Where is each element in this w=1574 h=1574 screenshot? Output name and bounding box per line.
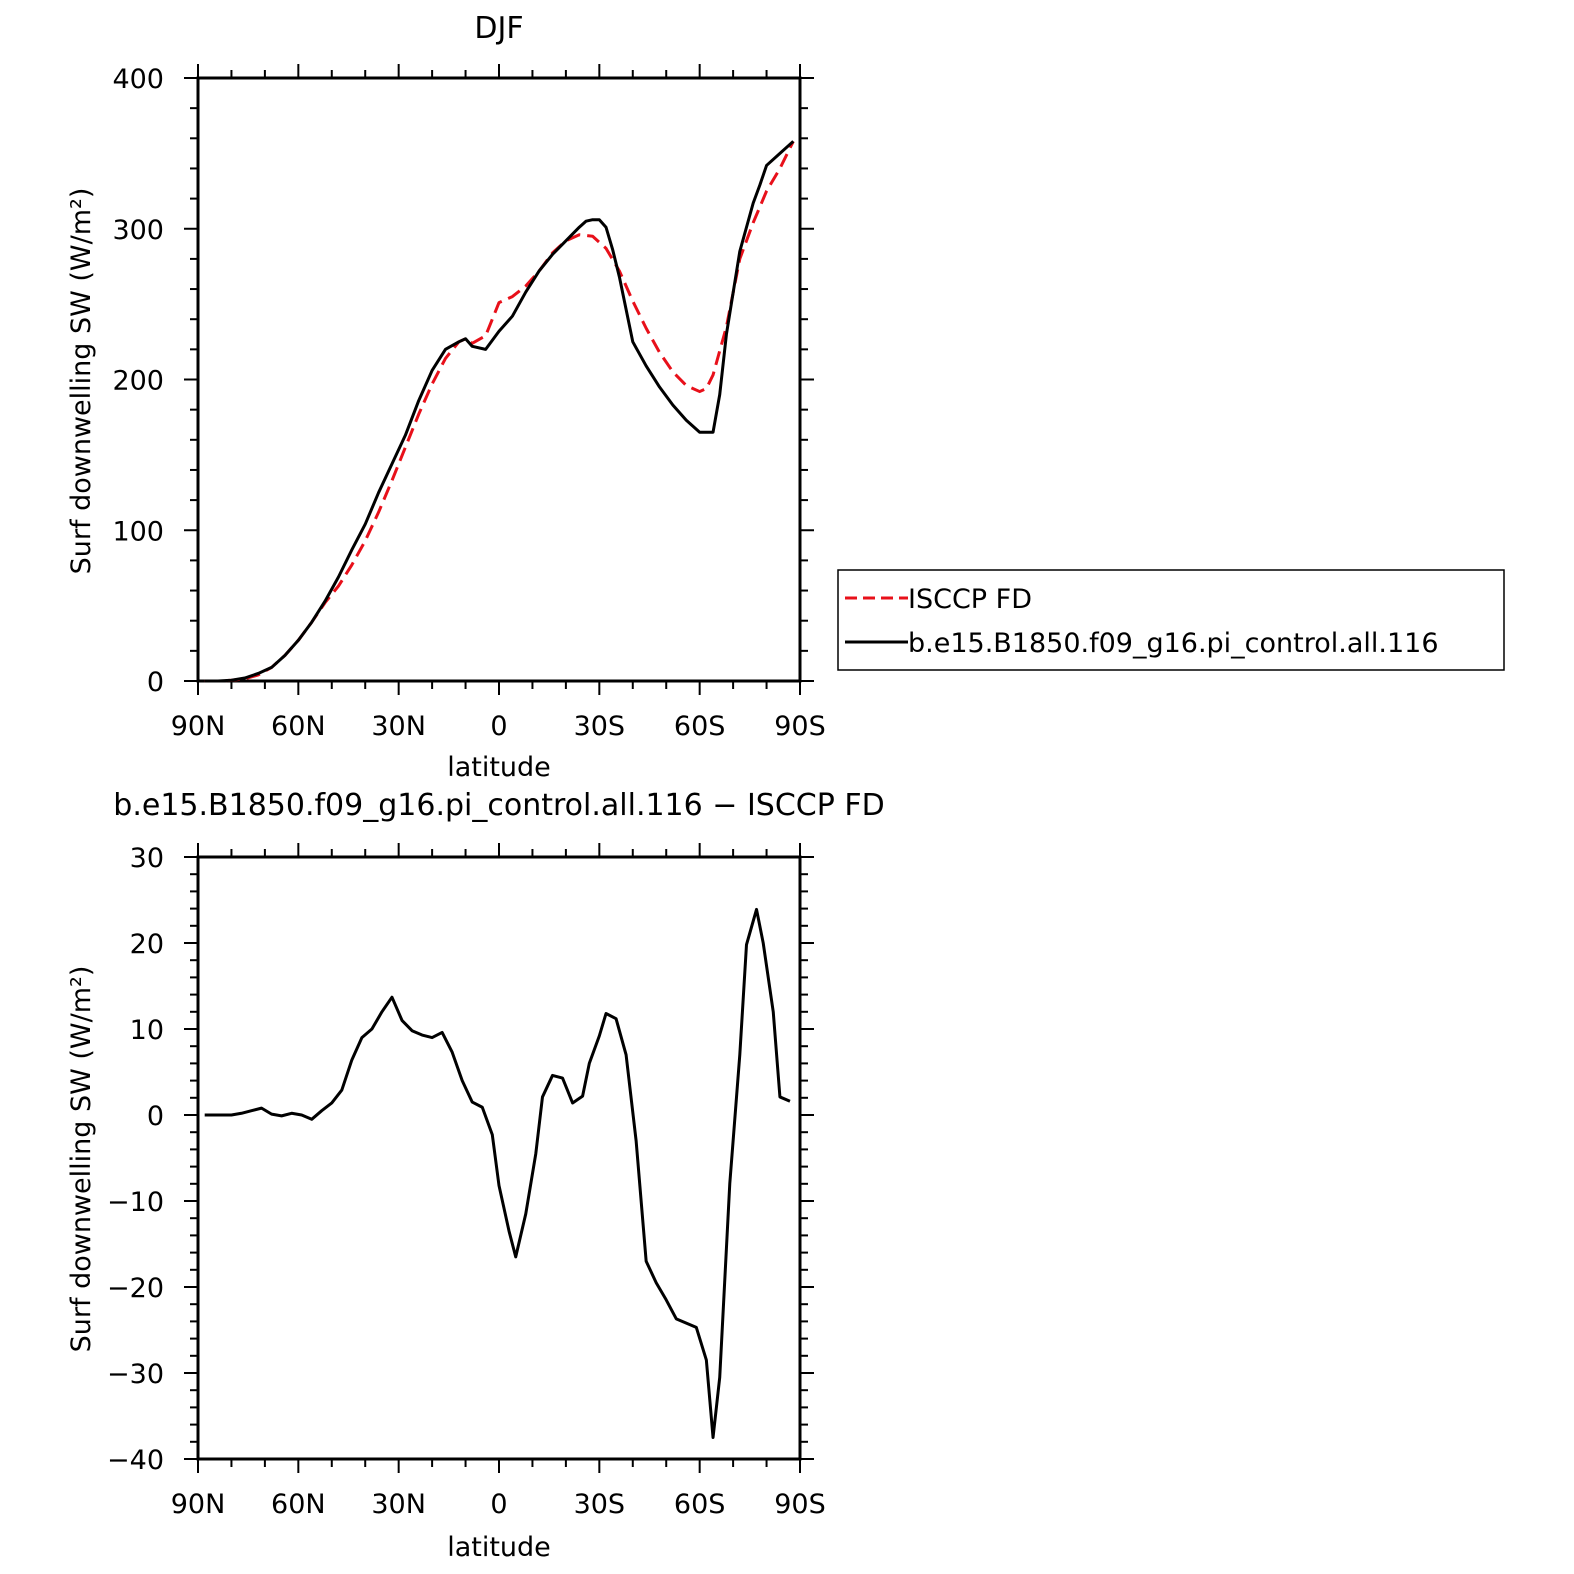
bottom-x-tick-label: 60S bbox=[674, 1489, 726, 1520]
bottom-y-tick-label: −20 bbox=[107, 1273, 164, 1304]
top-x-axis-label: latitude bbox=[447, 752, 551, 783]
top-axis-ticks bbox=[184, 64, 814, 695]
top-x-tick-label: 60S bbox=[674, 711, 726, 742]
top-y-tick-label: 200 bbox=[112, 366, 164, 397]
bottom-y-tick-label: −30 bbox=[107, 1359, 164, 1390]
legend-box bbox=[837, 569, 1505, 671]
top-x-tick-label: 60N bbox=[271, 711, 326, 742]
bottom-y-tick-label: −10 bbox=[107, 1187, 164, 1218]
bottom-series-line-0 bbox=[204, 907, 791, 1439]
bottom-y-tick-labels: −40 −30 −20 −10 0 10 20 30 bbox=[107, 843, 164, 1476]
bottom-y-tick-label: 30 bbox=[130, 843, 164, 874]
bottom-x-tick-label: 90N bbox=[171, 1489, 226, 1520]
bottom-y-tick-label: 20 bbox=[130, 929, 164, 960]
top-x-tick-label: 0 bbox=[490, 711, 507, 742]
top-x-tick-label: 30N bbox=[371, 711, 426, 742]
top-y-tick-label: 300 bbox=[112, 215, 164, 246]
top-y-tick-labels: 0 100 200 300 400 bbox=[112, 64, 164, 698]
top-y-axis-label: Surf downwelling SW (W/m²) bbox=[66, 188, 97, 575]
bottom-y-tick-label: 10 bbox=[130, 1015, 164, 1046]
bottom-x-tick-label: 0 bbox=[490, 1489, 507, 1520]
bottom-x-tick-label: 30N bbox=[371, 1489, 426, 1520]
legend-label-isccp: ISCCP FD bbox=[908, 584, 1032, 615]
bottom-y-axis-label: Surf downwelling SW (W/m²) bbox=[66, 966, 97, 1353]
top-x-tick-label: 90N bbox=[171, 711, 226, 742]
bottom-x-tick-label: 60N bbox=[271, 1489, 326, 1520]
legend-label-model: b.e15.B1850.f09_g16.pi_control.all.116 bbox=[908, 628, 1439, 659]
top-y-tick-label: 100 bbox=[112, 516, 164, 547]
top-x-tick-label: 30S bbox=[574, 711, 626, 742]
bottom-series-layer bbox=[204, 907, 791, 1439]
legend: ISCCP FD b.e15.B1850.f09_g16.pi_control.… bbox=[837, 569, 1505, 671]
top-plot-frame bbox=[196, 76, 802, 683]
top-title: DJF bbox=[474, 11, 523, 46]
top-y-tick-label: 0 bbox=[147, 667, 164, 698]
bottom-x-tick-label: 30S bbox=[574, 1489, 626, 1520]
bottom-x-axis-label: latitude bbox=[447, 1532, 551, 1563]
top-x-tick-label: 90S bbox=[774, 711, 826, 742]
bottom-plot-frame bbox=[196, 855, 802, 1461]
top-series-line-1 bbox=[204, 140, 795, 683]
bottom-x-tick-label: 90S bbox=[774, 1489, 826, 1520]
top-y-tick-label: 400 bbox=[112, 64, 164, 95]
top-series-layer bbox=[204, 140, 795, 683]
top-series-line-0 bbox=[204, 140, 795, 683]
bottom-y-tick-label: −40 bbox=[107, 1445, 164, 1476]
bottom-title: b.e15.B1850.f09_g16.pi_control.all.116 −… bbox=[113, 788, 884, 823]
top-panel: DJF 0 100 200 300 400 90N 60N 30N 0 30S 60S 90S la… bbox=[66, 11, 826, 783]
top-x-tick-labels: 90N 60N 30N 0 30S 60S 90S bbox=[171, 711, 826, 742]
bottom-x-tick-labels: 90N 60N 30N 0 30S 60S 90S bbox=[171, 1489, 826, 1520]
bottom-y-tick-label: 0 bbox=[147, 1101, 164, 1132]
bottom-panel: b.e15.B1850.f09_g16.pi_control.all.116 −… bbox=[66, 788, 885, 1563]
